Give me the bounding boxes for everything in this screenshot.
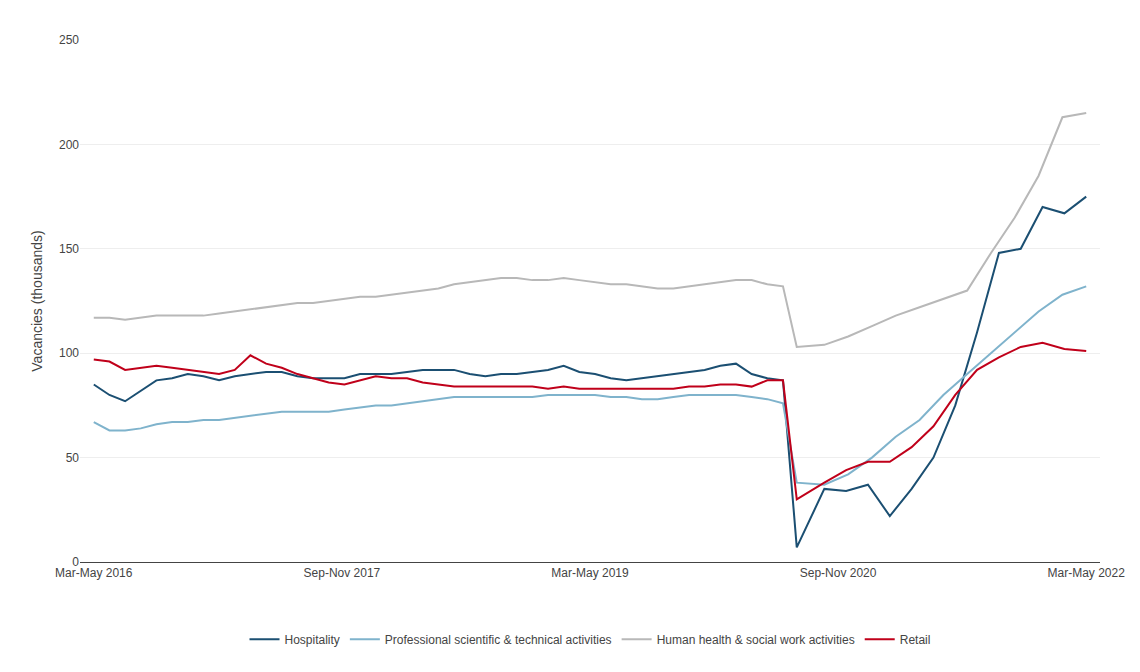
svg-text:Human health & social work act: Human health & social work activities	[657, 633, 855, 647]
svg-text:Mar-May 2019: Mar-May 2019	[551, 566, 629, 580]
svg-text:150: 150	[59, 242, 79, 256]
svg-text:0: 0	[72, 555, 79, 569]
svg-text:Sep-Nov 2017: Sep-Nov 2017	[304, 566, 381, 580]
svg-text:Sep-Nov 2020: Sep-Nov 2020	[800, 566, 877, 580]
svg-text:200: 200	[59, 138, 79, 152]
svg-text:250: 250	[59, 33, 79, 47]
svg-text:Mar-May 2016: Mar-May 2016	[55, 566, 133, 580]
svg-text:Retail: Retail	[900, 633, 931, 647]
svg-text:Professional scientific & tech: Professional scientific & technical acti…	[385, 633, 612, 647]
svg-text:50: 50	[66, 451, 80, 465]
svg-text:Hospitality: Hospitality	[285, 633, 340, 647]
svg-text:Vacancies (thousands): Vacancies (thousands)	[29, 230, 45, 371]
svg-text:100: 100	[59, 346, 79, 360]
svg-text:Mar-May 2022: Mar-May 2022	[1048, 566, 1126, 580]
